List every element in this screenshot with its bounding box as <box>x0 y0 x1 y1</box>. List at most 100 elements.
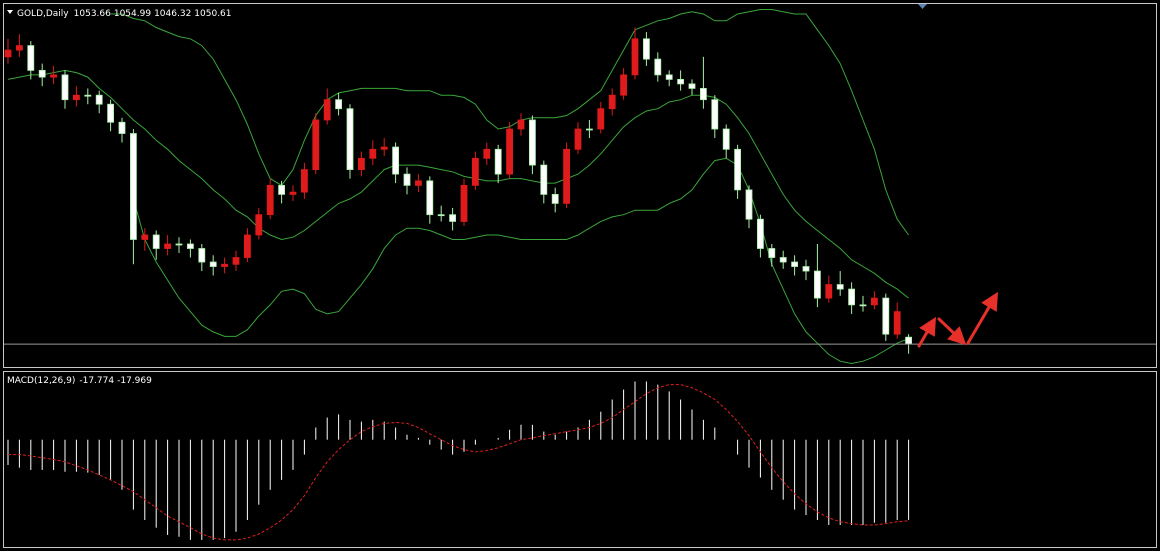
candle-body <box>529 119 536 166</box>
candle-body <box>152 234 160 249</box>
candle-body <box>198 248 206 263</box>
candle-body <box>563 148 570 204</box>
candle-body <box>141 234 149 240</box>
candle-body <box>437 214 445 217</box>
main-pane <box>3 3 1157 368</box>
candle-body <box>597 108 605 130</box>
candle-body <box>586 128 593 131</box>
candle-body <box>825 284 833 299</box>
candle-body <box>540 164 548 195</box>
candle-body <box>95 94 103 105</box>
macd-pane <box>3 371 1157 548</box>
arrow <box>937 317 967 346</box>
candle-body <box>335 99 343 110</box>
candle-body <box>300 169 308 193</box>
arrow <box>966 291 999 345</box>
candle-body <box>175 243 183 246</box>
candle-body <box>289 191 297 195</box>
menu-icon[interactable] <box>7 10 13 14</box>
candle-body <box>551 193 559 204</box>
candle-body <box>232 257 240 265</box>
candle-body <box>312 119 320 170</box>
open-value: 1053.66 <box>74 9 111 19</box>
candle-body <box>164 243 172 249</box>
candle-body <box>73 94 80 101</box>
price-plot <box>4 9 1156 365</box>
low-value: 1046.32 <box>154 9 191 19</box>
candle-body <box>859 304 867 307</box>
candle-body <box>608 94 616 110</box>
candle-body <box>403 173 411 186</box>
candle-body <box>414 180 422 186</box>
macd-header: MACD(12,26,9) -17.774 -17.969 <box>7 376 152 386</box>
candle-body <box>665 74 673 80</box>
candle-body <box>255 214 263 236</box>
candle-body <box>4 49 12 58</box>
arrow <box>917 316 937 348</box>
candle-body <box>50 74 57 78</box>
candle-body <box>643 38 650 60</box>
candle-body <box>186 243 194 249</box>
candle-body <box>745 189 753 220</box>
candle-body <box>266 184 274 216</box>
candle-body <box>814 270 821 299</box>
candle-body <box>893 311 901 335</box>
candle-body <box>871 297 878 306</box>
close-value: 1050.61 <box>194 9 231 19</box>
candle-body <box>677 79 684 85</box>
candle-body <box>517 119 525 130</box>
candle-body <box>346 108 354 170</box>
candle-body <box>483 148 491 159</box>
candle-body <box>369 148 377 159</box>
candle-body <box>323 99 331 121</box>
candle-body <box>620 74 627 96</box>
candle-body <box>802 266 810 272</box>
bollinger-band <box>7 69 909 299</box>
candle-body <box>688 83 696 89</box>
signal-value: -17.969 <box>117 376 152 386</box>
shift-marker[interactable] <box>918 4 927 9</box>
candle-body <box>700 88 707 101</box>
candle-body <box>836 284 844 290</box>
candle-body <box>882 297 890 335</box>
candle-body <box>574 128 582 150</box>
candle-body <box>38 69 46 78</box>
candle-body <box>107 103 114 123</box>
candle-body <box>129 133 137 240</box>
candle-body <box>631 38 639 76</box>
candle-body <box>449 214 457 222</box>
candle-body <box>757 218 764 249</box>
candle-body <box>278 184 286 195</box>
high-value: 1054.99 <box>114 9 151 19</box>
candle-body <box>471 157 479 186</box>
forecast-arrows <box>917 291 999 348</box>
candle-body <box>61 74 69 101</box>
candle-body <box>711 99 719 130</box>
candle-body <box>15 45 23 51</box>
candle-body <box>905 336 912 345</box>
candle-body <box>392 146 400 175</box>
candle-body <box>84 94 92 97</box>
candle-body <box>460 184 468 222</box>
candle-body <box>27 45 35 71</box>
candle-body <box>357 157 365 170</box>
candle-body <box>494 148 502 175</box>
macd-plot <box>7 381 910 541</box>
macd-value: -17.774 <box>79 376 114 386</box>
candle-body <box>118 121 126 134</box>
candle-body <box>768 248 776 258</box>
candle-body <box>506 128 514 175</box>
signal-line <box>8 384 909 541</box>
symbol: GOLD,Daily <box>17 9 69 19</box>
candle-body <box>848 288 855 306</box>
candle-body <box>221 263 229 267</box>
macd-title: MACD(12,26,9) <box>7 376 75 386</box>
candle-body <box>791 261 798 267</box>
candle-body <box>243 234 251 258</box>
candle-body <box>426 180 434 216</box>
candle-body <box>380 146 388 150</box>
candle-body <box>722 128 730 150</box>
candle-body <box>734 148 741 191</box>
